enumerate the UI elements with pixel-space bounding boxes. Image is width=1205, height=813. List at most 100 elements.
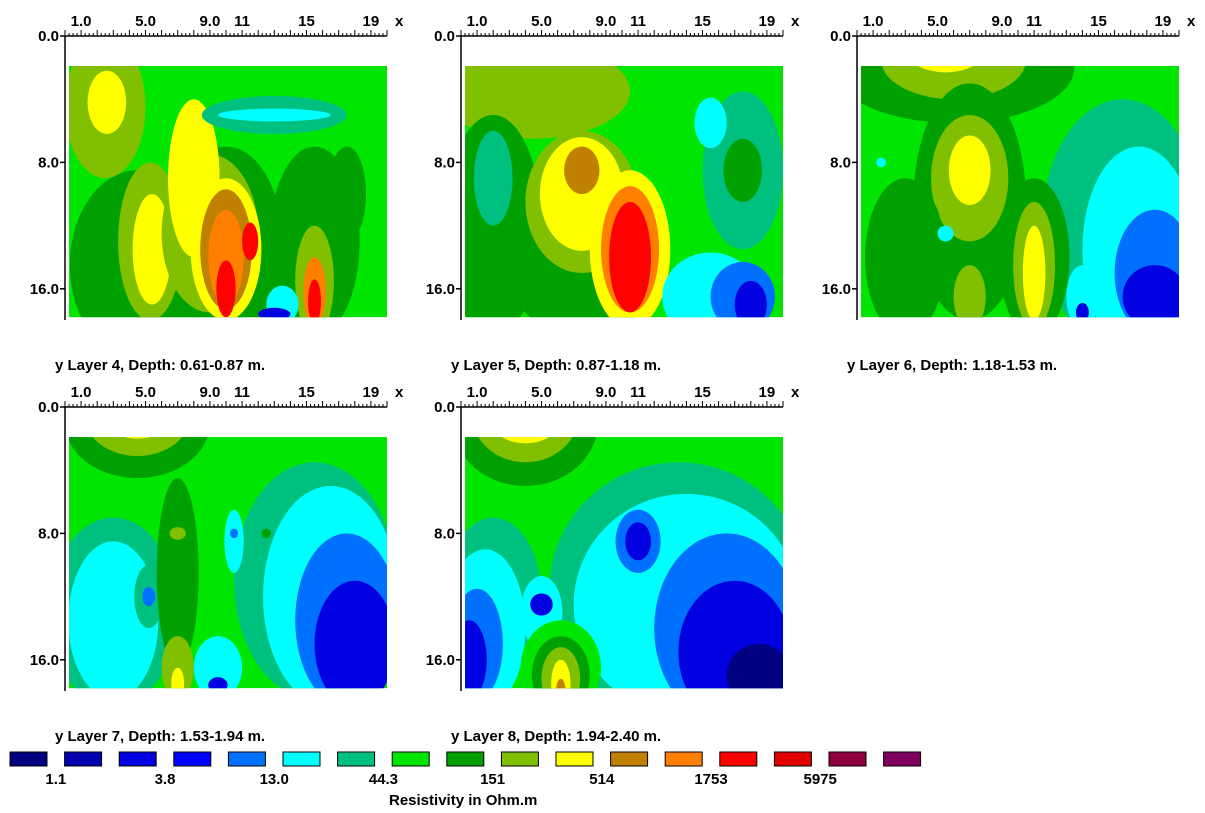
- y-tick-label: 8.0: [434, 154, 455, 171]
- contour-region: [242, 222, 259, 261]
- contour-region: [161, 636, 194, 689]
- legend-label: 5975: [804, 771, 837, 788]
- contour-region: [478, 437, 573, 463]
- legend-label: 151: [480, 771, 505, 788]
- contour-region: [230, 528, 239, 539]
- x-tick-label: 1.0: [467, 384, 488, 401]
- y-tick-label: 0.0: [38, 399, 59, 416]
- contour-region: [734, 280, 767, 318]
- legend-swatch: [173, 751, 212, 767]
- contour-region: [865, 178, 946, 318]
- legend-swatch: [9, 751, 48, 767]
- contour-region: [69, 437, 208, 479]
- x-tick-label: 5.0: [531, 13, 552, 30]
- y-tick-label: 8.0: [830, 154, 851, 171]
- contour-region: [948, 135, 991, 206]
- x-tick-label: 5.0: [531, 384, 552, 401]
- legend-swatch: [773, 751, 812, 767]
- x-tick-label: 11: [234, 384, 250, 401]
- panel-layer-7: 1.0 5.0 9.0 11 15 19 x 0.0 8.0 16.0 y Layer 7, Dep…: [30, 384, 404, 745]
- y-axis-letter: y: [55, 728, 68, 745]
- contour-map: [69, 437, 388, 689]
- x-tick-label: 19: [759, 384, 776, 401]
- contour-region: [156, 478, 199, 668]
- contour-region: [237, 565, 264, 629]
- x-axis-letter: x: [791, 384, 800, 401]
- layer-depth-label: Layer 7, Depth: 1.53-1.94 m.: [68, 728, 266, 745]
- y-tick-label: 16.0: [426, 652, 455, 669]
- contour-region: [465, 620, 487, 689]
- contour-region: [308, 279, 321, 318]
- legend-swatch: [719, 751, 758, 767]
- legend-label: 44.3: [369, 771, 398, 788]
- panel-layer-6: 1.0 5.0 9.0 11 15 19 x 0.0 8.0 16.0 y Layer 6, Dep…: [822, 13, 1196, 374]
- x-tick-label: 9.0: [199, 384, 220, 401]
- contour-region: [261, 528, 272, 539]
- y-axis-letter: y: [451, 728, 464, 745]
- panel-caption: y Layer 8, Depth: 1.94-2.40 m.: [451, 728, 661, 745]
- contour-region: [258, 307, 291, 318]
- layer-depth-label: Layer 6, Depth: 1.18-1.53 m.: [860, 357, 1058, 374]
- legend-label: 1.1: [45, 771, 66, 788]
- legend-label: 13.0: [260, 771, 289, 788]
- y-tick-label: 0.0: [830, 28, 851, 45]
- contour-region: [216, 260, 236, 318]
- y-axis-letter: y: [847, 357, 860, 374]
- contour-region: [142, 587, 156, 607]
- legend-swatch: [828, 751, 867, 767]
- y-tick-label: 0.0: [434, 28, 455, 45]
- y-axis-letter: y: [55, 357, 68, 374]
- x-tick-label: 19: [363, 13, 380, 30]
- legend-swatch: [282, 751, 321, 767]
- legend-label: 3.8: [155, 771, 176, 788]
- y-tick-label: 16.0: [30, 281, 59, 298]
- x-tick-label: 11: [1026, 13, 1042, 30]
- x-tick-label: 1.0: [71, 13, 92, 30]
- contour-region: [217, 108, 331, 122]
- legend-swatch: [664, 751, 703, 767]
- contour-region: [465, 66, 631, 139]
- contour-region: [171, 667, 185, 689]
- x-tick-label: 11: [630, 13, 646, 30]
- contour-map: [465, 437, 783, 689]
- contour-region: [132, 194, 172, 305]
- legend-swatch: [391, 751, 430, 767]
- contour-region: [92, 437, 183, 456]
- x-tick-label: 1.0: [71, 384, 92, 401]
- contour-region: [124, 437, 151, 439]
- contour-region: [918, 66, 973, 73]
- x-tick-label: 5.0: [135, 13, 156, 30]
- x-tick-label: 15: [298, 13, 315, 30]
- contour-region: [625, 522, 651, 561]
- contour-region: [87, 70, 127, 134]
- x-tick-label: 5.0: [135, 384, 156, 401]
- panel-caption: y Layer 5, Depth: 0.87-1.18 m.: [451, 357, 661, 374]
- layer-depth-label: Layer 5, Depth: 0.87-1.18 m.: [464, 357, 662, 374]
- contour-region: [1022, 225, 1046, 318]
- layer-depth-label: Layer 4, Depth: 0.61-0.87 m.: [68, 357, 266, 374]
- contour-region: [726, 644, 783, 689]
- contour-region: [224, 509, 244, 573]
- contour-region: [876, 157, 886, 168]
- legend-swatch: [64, 751, 103, 767]
- contour-region: [723, 138, 763, 202]
- legend-swatch: [883, 751, 922, 767]
- y-tick-label: 8.0: [38, 525, 59, 542]
- contour-region: [1122, 265, 1180, 318]
- color-legend: 1.1 3.8 13.0 44.3 151 514 1753 5975 Resistivity …: [9, 751, 922, 809]
- x-axis-letter: x: [791, 13, 800, 30]
- contour-region: [169, 527, 186, 540]
- contour-region: [530, 593, 553, 616]
- panel-layer-5: 1.0 5.0 9.0 11 15 19 x 0.0 8.0 16.0 y Layer 5, Dep…: [426, 13, 800, 374]
- x-tick-label: 11: [630, 384, 646, 401]
- contour-region: [556, 678, 566, 689]
- legend-swatch: [446, 751, 485, 767]
- y-tick-label: 0.0: [38, 28, 59, 45]
- legend-swatch: [227, 751, 266, 767]
- contour-region: [564, 146, 600, 194]
- contour-map: [465, 66, 783, 318]
- x-tick-label: 9.0: [199, 13, 220, 30]
- x-tick-label: 1.0: [467, 13, 488, 30]
- x-tick-label: 19: [1155, 13, 1172, 30]
